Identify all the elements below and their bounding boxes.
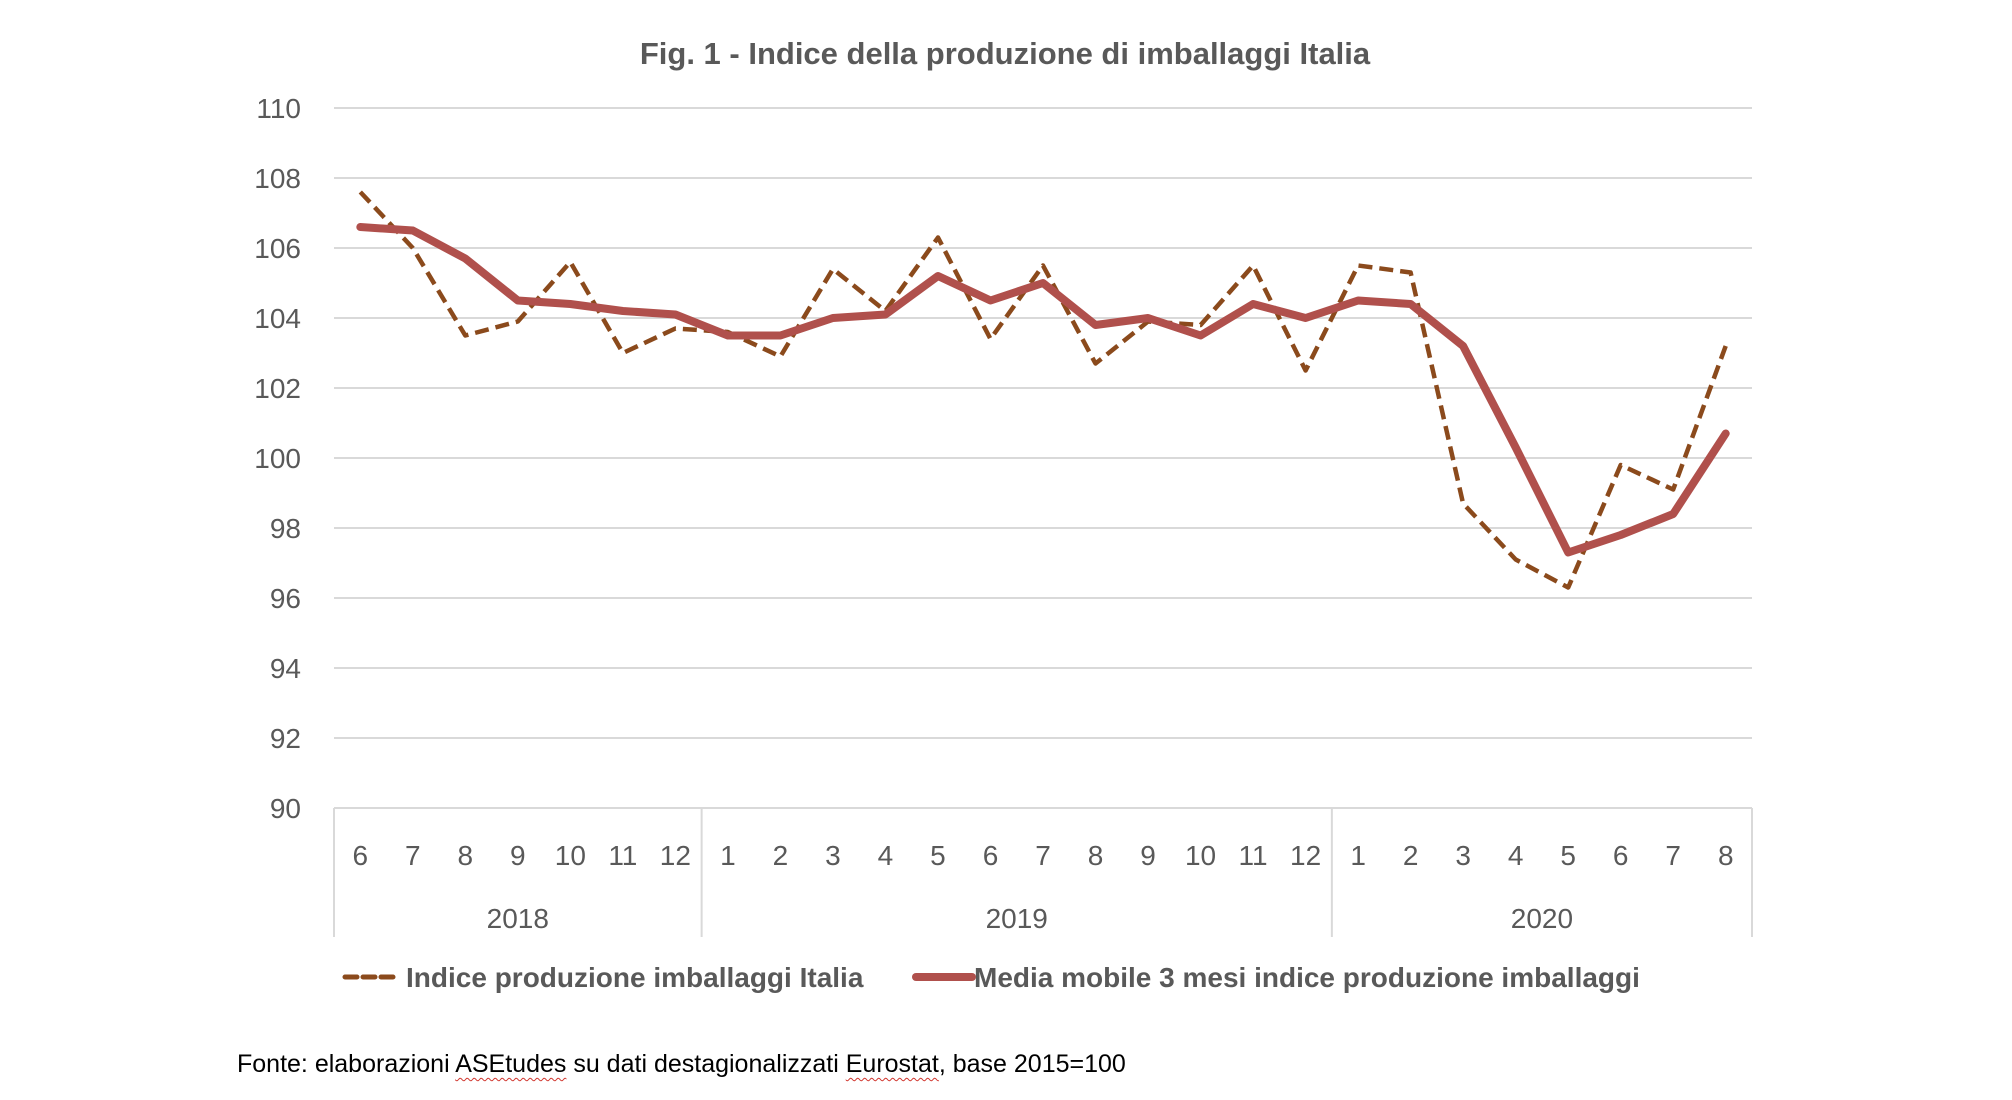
y-tick-label: 106 xyxy=(254,233,301,264)
x-tick-label: 4 xyxy=(1508,840,1524,871)
series-group xyxy=(356,223,1730,557)
year-label: 2020 xyxy=(1511,903,1573,934)
x-tick-label: 11 xyxy=(608,840,637,871)
x-tick-label: 7 xyxy=(1665,840,1681,871)
x-tick-label: 4 xyxy=(878,840,894,871)
series-line-media-mobile xyxy=(356,223,1730,557)
x-tick-label: 7 xyxy=(1035,840,1051,871)
year-label: 2019 xyxy=(986,903,1048,934)
y-tick-label: 100 xyxy=(254,443,301,474)
x-tick-label: 5 xyxy=(930,840,946,871)
x-tick-label: 9 xyxy=(510,840,526,871)
series-group xyxy=(358,190,1728,590)
footnote-asetudes: ASEtudes xyxy=(455,1050,567,1078)
x-tick-label: 12 xyxy=(660,840,691,871)
y-tick-label: 92 xyxy=(270,723,301,754)
footnote-prefix: Fonte: elaborazioni xyxy=(237,1050,456,1078)
y-tick-label: 108 xyxy=(254,163,301,194)
y-tick-label: 98 xyxy=(270,513,301,544)
x-tick-label: 2 xyxy=(773,840,789,871)
x-tick-label: 1 xyxy=(1350,840,1366,871)
line-chart: Fig. 1 - Indice della produzione di imba… xyxy=(254,36,1753,993)
legend-label-media-mobile: Media mobile 3 mesi indice produzione im… xyxy=(974,962,1640,993)
footnote-middle: su dati destagionalizzati xyxy=(566,1050,846,1078)
gridlines xyxy=(334,107,1752,739)
source-footnote: Fonte: elaborazioni ASEtudes su dati des… xyxy=(237,1050,1126,1079)
x-tick-label: 1 xyxy=(720,840,736,871)
x-tick-label: 12 xyxy=(1290,840,1321,871)
year-label: 2018 xyxy=(487,903,549,934)
x-tick-label: 3 xyxy=(825,840,841,871)
x-tick-label: 9 xyxy=(1140,840,1156,871)
y-tick-label: 102 xyxy=(254,373,301,404)
x-tick-label: 2 xyxy=(1403,840,1419,871)
x-tick-label: 6 xyxy=(1613,840,1629,871)
y-tick-label: 96 xyxy=(270,583,301,614)
y-tick-label: 94 xyxy=(270,653,301,684)
legend-label-indice: Indice produzione imballaggi Italia xyxy=(406,962,864,993)
x-tick-label: 3 xyxy=(1455,840,1471,871)
x-tick-label: 10 xyxy=(1185,840,1216,871)
footnote-eurostat: Eurostat xyxy=(845,1050,939,1078)
x-tick-label: 11 xyxy=(1239,840,1268,871)
x-tick-label: 10 xyxy=(555,840,586,871)
x-tick-label: 8 xyxy=(1088,840,1104,871)
legend: Indice produzione imballaggi Italia Medi… xyxy=(342,962,1640,993)
x-tick-label: 5 xyxy=(1560,840,1576,871)
chart-title: Fig. 1 - Indice della produzione di imba… xyxy=(640,36,1371,71)
y-tick-label: 90 xyxy=(270,793,301,824)
footnote-suffix: , base 2015=100 xyxy=(938,1050,1126,1078)
x-tick-label: 8 xyxy=(1718,840,1734,871)
y-tick-label: 104 xyxy=(254,303,301,334)
y-tick-label: 110 xyxy=(256,93,301,124)
x-tick-label: 7 xyxy=(405,840,421,871)
x-tick-label: 6 xyxy=(352,840,368,871)
series-line-indice xyxy=(358,190,1728,590)
series-lines xyxy=(356,190,1730,590)
y-axis-ticks: 90 92 94 96 98 100 102 104 106 108 110 xyxy=(254,93,301,824)
x-tick-label: 8 xyxy=(458,840,474,871)
x-tick-label: 6 xyxy=(983,840,999,871)
